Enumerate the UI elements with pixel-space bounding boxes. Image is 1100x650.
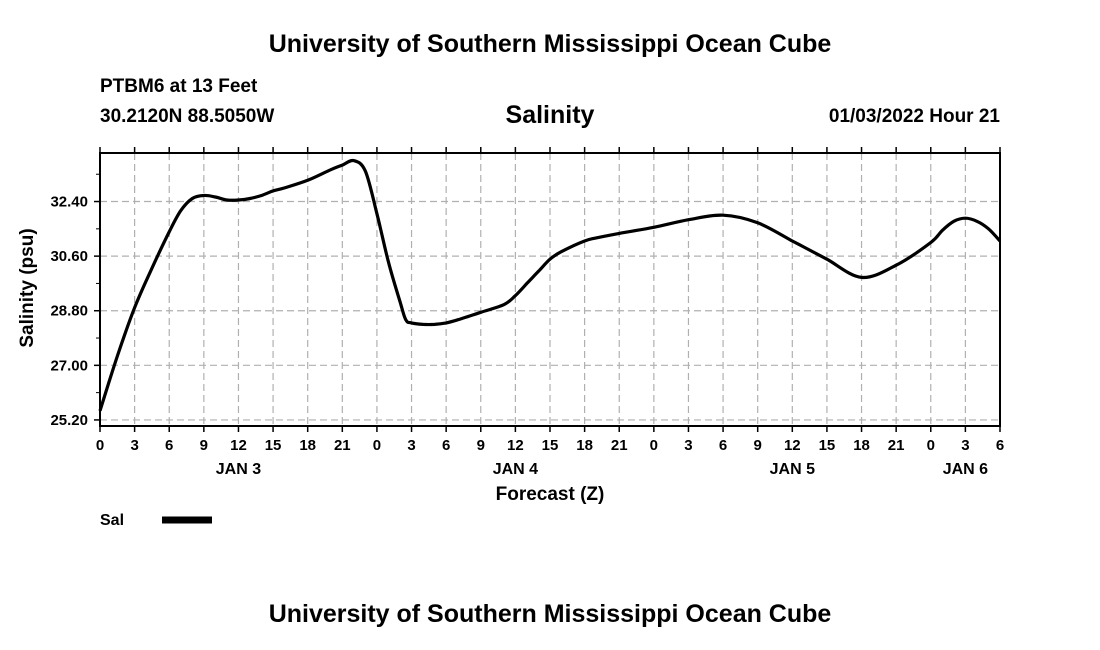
x-tick-label: 18 [853, 437, 870, 454]
x-tick-label: 21 [611, 437, 628, 454]
x-tick-label: 6 [442, 437, 450, 454]
x-tick-label: 12 [230, 437, 247, 454]
y-tick-label: 25.20 [50, 412, 88, 429]
x-axis-title: Forecast (Z) [496, 484, 605, 505]
series-line-sal [98, 158, 1002, 412]
x-tick-label: 3 [407, 437, 415, 454]
day-label: JAN 5 [770, 461, 815, 478]
legend-label: Sal [100, 512, 124, 529]
x-tick-label: 15 [265, 437, 282, 454]
chart-title: Salinity [505, 101, 595, 129]
x-tick-label: 0 [650, 437, 658, 454]
x-tick-label: 9 [754, 437, 762, 454]
x-tick-label: 12 [507, 437, 524, 454]
y-tick-label: 27.00 [50, 357, 88, 374]
y-tick-label: 28.80 [50, 303, 88, 320]
grid [100, 153, 1000, 426]
timestamp-label: 01/03/2022 Hour 21 [828, 106, 1000, 127]
y-tick-label: 32.40 [50, 194, 88, 211]
x-tick-label: 15 [819, 437, 836, 454]
x-tick-label: 6 [996, 437, 1004, 454]
x-tick-label: 9 [477, 437, 485, 454]
x-tick-label: 3 [961, 437, 969, 454]
day-label: JAN 4 [493, 461, 538, 478]
day-label: JAN 6 [943, 461, 988, 478]
x-tick-label: 0 [927, 437, 935, 454]
x-tick-label: 9 [200, 437, 208, 454]
plot-frame [99, 152, 1001, 427]
x-tick-label: 0 [96, 437, 104, 454]
x-tick-label: 3 [684, 437, 692, 454]
x-tick-label: 6 [165, 437, 173, 454]
x-tick-label: 21 [888, 437, 905, 454]
x-tick-label: 3 [130, 437, 138, 454]
coordinates-label: 30.2120N 88.5050W [100, 106, 275, 127]
y-axis-title: Salinity (psu) [17, 228, 38, 347]
x-tick-label: 18 [576, 437, 593, 454]
x-tick-label: 21 [334, 437, 351, 454]
x-tick-label: 12 [784, 437, 801, 454]
x-tick-label: 0 [373, 437, 381, 454]
y-tick-label: 30.60 [50, 248, 88, 265]
day-label: JAN 3 [216, 461, 261, 478]
axes [94, 147, 1001, 432]
station-label: PTBM6 at 13 Feet [100, 76, 258, 97]
axis-labels: 0 3 6 9 12 15 18 21 0 3 6 9 12 15 18 21 0 3 6 9 12 15 18 21 0 3 6 2… [50, 194, 1004, 478]
x-tick-label: 18 [299, 437, 316, 454]
x-tick-label: 6 [719, 437, 727, 454]
footer-title: University of Southern Mississippi Ocean… [268, 600, 832, 628]
x-tick-label: 15 [542, 437, 559, 454]
series-layer [98, 158, 1002, 412]
main-title: University of Southern Mississippi Ocean… [268, 30, 832, 58]
